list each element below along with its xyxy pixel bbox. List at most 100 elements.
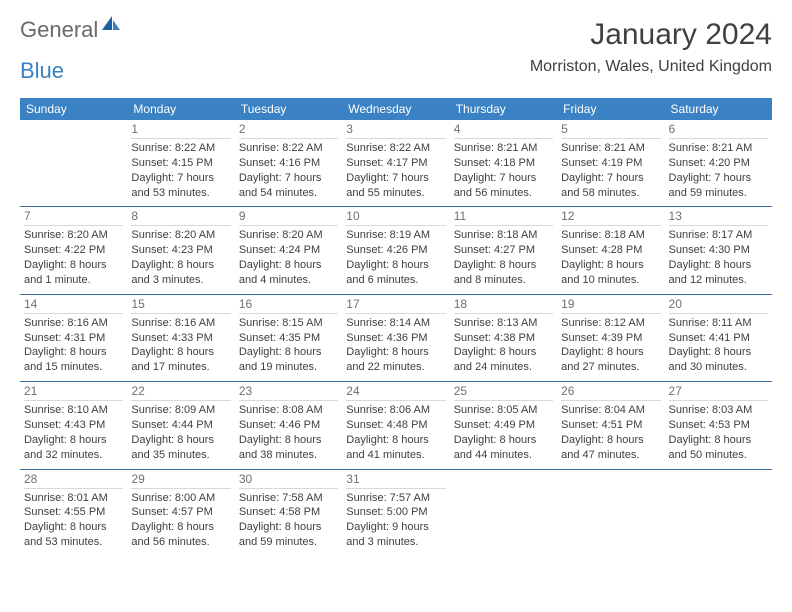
day-info: Sunrise: 8:19 AMSunset: 4:26 PMDaylight:… <box>346 228 445 287</box>
sunrise-text: Sunrise: 8:19 AM <box>346 228 445 243</box>
sunrise-text: Sunrise: 8:21 AM <box>561 141 660 156</box>
logo-text-blue: Blue <box>20 60 64 82</box>
daylight-text: Daylight: 8 hours and 12 minutes. <box>669 258 768 288</box>
day-number: 29 <box>131 470 230 489</box>
sunset-text: Sunset: 4:48 PM <box>346 418 445 433</box>
sunrise-text: Sunrise: 8:12 AM <box>561 316 660 331</box>
sunrise-text: Sunrise: 8:08 AM <box>239 403 338 418</box>
sunrise-text: Sunrise: 8:22 AM <box>131 141 230 156</box>
sunset-text: Sunset: 4:30 PM <box>669 243 768 258</box>
day-info: Sunrise: 8:11 AMSunset: 4:41 PMDaylight:… <box>669 316 768 375</box>
daylight-text: Daylight: 8 hours and 56 minutes. <box>131 520 230 550</box>
daylight-text: Daylight: 8 hours and 27 minutes. <box>561 345 660 375</box>
sunset-text: Sunset: 4:44 PM <box>131 418 230 433</box>
sunrise-text: Sunrise: 8:16 AM <box>131 316 230 331</box>
daylight-text: Daylight: 7 hours and 53 minutes. <box>131 171 230 201</box>
day-info: Sunrise: 8:21 AMSunset: 4:20 PMDaylight:… <box>669 141 768 200</box>
sunrise-text: Sunrise: 8:00 AM <box>131 491 230 506</box>
daylight-text: Daylight: 8 hours and 41 minutes. <box>346 433 445 463</box>
calendar-cell <box>20 120 127 207</box>
calendar-cell: 21Sunrise: 8:10 AMSunset: 4:43 PMDayligh… <box>20 382 127 469</box>
day-number: 17 <box>346 295 445 314</box>
day-info: Sunrise: 8:18 AMSunset: 4:27 PMDaylight:… <box>454 228 553 287</box>
sunrise-text: Sunrise: 8:03 AM <box>669 403 768 418</box>
daylight-text: Daylight: 8 hours and 22 minutes. <box>346 345 445 375</box>
logo: General <box>20 18 124 41</box>
day-info: Sunrise: 8:14 AMSunset: 4:36 PMDaylight:… <box>346 316 445 375</box>
calendar-cell <box>557 469 664 556</box>
calendar-cell: 31Sunrise: 7:57 AMSunset: 5:00 PMDayligh… <box>342 469 449 556</box>
day-info: Sunrise: 8:21 AMSunset: 4:19 PMDaylight:… <box>561 141 660 200</box>
day-number: 15 <box>131 295 230 314</box>
sunrise-text: Sunrise: 8:18 AM <box>561 228 660 243</box>
daylight-text: Daylight: 8 hours and 35 minutes. <box>131 433 230 463</box>
calendar-cell: 30Sunrise: 7:58 AMSunset: 4:58 PMDayligh… <box>235 469 342 556</box>
sunset-text: Sunset: 4:58 PM <box>239 505 338 520</box>
sunrise-text: Sunrise: 8:16 AM <box>24 316 123 331</box>
weekday-header: Monday <box>127 98 234 120</box>
sunset-text: Sunset: 4:18 PM <box>454 156 553 171</box>
sunrise-text: Sunrise: 8:21 AM <box>454 141 553 156</box>
day-number: 12 <box>561 207 660 226</box>
day-info: Sunrise: 8:22 AMSunset: 4:15 PMDaylight:… <box>131 141 230 200</box>
calendar-cell: 4Sunrise: 8:21 AMSunset: 4:18 PMDaylight… <box>450 120 557 207</box>
daylight-text: Daylight: 8 hours and 17 minutes. <box>131 345 230 375</box>
day-number: 16 <box>239 295 338 314</box>
sunrise-text: Sunrise: 8:05 AM <box>454 403 553 418</box>
daylight-text: Daylight: 7 hours and 56 minutes. <box>454 171 553 201</box>
weekday-header: Wednesday <box>342 98 449 120</box>
sunrise-text: Sunrise: 7:57 AM <box>346 491 445 506</box>
calendar-cell: 1 Sunrise: 8:22 AMSunset: 4:15 PMDaylight… <box>127 120 234 207</box>
day-number: 11 <box>454 207 553 226</box>
sunset-text: Sunset: 4:53 PM <box>669 418 768 433</box>
day-number: 3 <box>346 120 445 139</box>
daylight-text: Daylight: 8 hours and 53 minutes. <box>24 520 123 550</box>
day-number: 1 <box>131 120 230 139</box>
weekday-header: Thursday <box>450 98 557 120</box>
sunset-text: Sunset: 4:46 PM <box>239 418 338 433</box>
daylight-text: Daylight: 8 hours and 44 minutes. <box>454 433 553 463</box>
day-number: 28 <box>24 470 123 489</box>
day-number: 10 <box>346 207 445 226</box>
daylight-text: Daylight: 7 hours and 55 minutes. <box>346 171 445 201</box>
daylight-text: Daylight: 8 hours and 32 minutes. <box>24 433 123 463</box>
sunset-text: Sunset: 4:31 PM <box>24 331 123 346</box>
calendar-cell: 17 Sunrise: 8:14 AMSunset: 4:36 PMDayligh… <box>342 294 449 381</box>
daylight-text: Daylight: 7 hours and 58 minutes. <box>561 171 660 201</box>
day-info: Sunrise: 8:12 AMSunset: 4:39 PMDaylight:… <box>561 316 660 375</box>
calendar-cell: 18Sunrise: 8:13 AMSunset: 4:38 PMDayligh… <box>450 294 557 381</box>
daylight-text: Daylight: 8 hours and 47 minutes. <box>561 433 660 463</box>
day-number: 31 <box>346 470 445 489</box>
sunrise-text: Sunrise: 8:09 AM <box>131 403 230 418</box>
calendar-table: Sunday Monday Tuesday Wednesday Thursday… <box>20 98 772 556</box>
sunrise-text: Sunrise: 8:22 AM <box>346 141 445 156</box>
day-number: 30 <box>239 470 338 489</box>
weekday-header: Sunday <box>20 98 127 120</box>
sunset-text: Sunset: 4:20 PM <box>669 156 768 171</box>
day-info: Sunrise: 8:06 AMSunset: 4:48 PMDaylight:… <box>346 403 445 462</box>
daylight-text: Daylight: 7 hours and 54 minutes. <box>239 171 338 201</box>
calendar-cell: 13Sunrise: 8:17 AMSunset: 4:30 PMDayligh… <box>665 207 772 294</box>
sunrise-text: Sunrise: 8:10 AM <box>24 403 123 418</box>
sunrise-text: Sunrise: 8:21 AM <box>669 141 768 156</box>
daylight-text: Daylight: 8 hours and 38 minutes. <box>239 433 338 463</box>
day-number: 25 <box>454 382 553 401</box>
day-number: 19 <box>561 295 660 314</box>
daylight-text: Daylight: 8 hours and 4 minutes. <box>239 258 338 288</box>
day-info: Sunrise: 8:03 AMSunset: 4:53 PMDaylight:… <box>669 403 768 462</box>
calendar-cell: 15Sunrise: 8:16 AMSunset: 4:33 PMDayligh… <box>127 294 234 381</box>
sunset-text: Sunset: 4:17 PM <box>346 156 445 171</box>
day-info: Sunrise: 8:21 AMSunset: 4:18 PMDaylight:… <box>454 141 553 200</box>
daylight-text: Daylight: 8 hours and 8 minutes. <box>454 258 553 288</box>
sunrise-text: Sunrise: 8:06 AM <box>346 403 445 418</box>
sunset-text: Sunset: 4:36 PM <box>346 331 445 346</box>
calendar-cell: 5Sunrise: 8:21 AMSunset: 4:19 PMDaylight… <box>557 120 664 207</box>
day-number: 20 <box>669 295 768 314</box>
daylight-text: Daylight: 8 hours and 10 minutes. <box>561 258 660 288</box>
daylight-text: Daylight: 8 hours and 24 minutes. <box>454 345 553 375</box>
calendar-cell: 16Sunrise: 8:15 AMSunset: 4:35 PMDayligh… <box>235 294 342 381</box>
day-number: 23 <box>239 382 338 401</box>
sunrise-text: Sunrise: 8:18 AM <box>454 228 553 243</box>
daylight-text: Daylight: 8 hours and 6 minutes. <box>346 258 445 288</box>
calendar-row: 28Sunrise: 8:01 AMSunset: 4:55 PMDayligh… <box>20 469 772 556</box>
